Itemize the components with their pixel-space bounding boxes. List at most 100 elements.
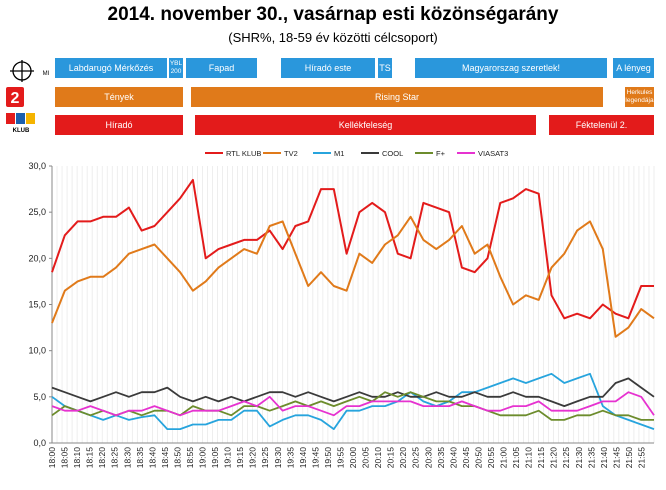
- x-tick-label: 18:40: [147, 447, 157, 469]
- x-tick-label: 18:15: [85, 447, 95, 469]
- x-tick-label: 19:10: [223, 447, 233, 469]
- x-tick-label: 21:15: [536, 447, 546, 469]
- program-label: Híradó este: [304, 63, 352, 73]
- program-label: Kellékfeleség: [338, 120, 393, 130]
- program-label: Fapad: [208, 63, 235, 73]
- legend-label: M1: [334, 149, 344, 158]
- m1-logo-text: MI: [43, 71, 50, 77]
- rtl-logo-text: KLUB: [13, 128, 30, 134]
- schedule-lane-tv2: Tények Rising Star Herkules legendája: [55, 87, 654, 107]
- x-tick-label: 21:50: [624, 447, 634, 469]
- x-tick-label: 20:15: [386, 447, 396, 469]
- y-tick-label: 10,0: [28, 346, 46, 356]
- x-tick-label: 19:45: [310, 447, 320, 469]
- x-tick-label: 20:00: [348, 447, 358, 469]
- x-tick-label: 18:00: [47, 447, 57, 469]
- x-tick-label: 21:05: [511, 447, 521, 469]
- x-tick-label: 20:30: [423, 447, 433, 469]
- rtl-logo: KLUB: [6, 113, 35, 134]
- program-block: Magyarorszag szeretlek!: [415, 58, 607, 78]
- page-subtitle: (SHR%, 18-59 év közötti célcsoport): [228, 30, 438, 45]
- x-tick-label: 21:30: [574, 447, 584, 469]
- x-tick-label: 21:45: [611, 447, 621, 469]
- x-tick-label: 18:05: [60, 447, 70, 469]
- legend-label: TV2: [284, 149, 298, 158]
- x-tick-label: 19:40: [298, 447, 308, 469]
- x-tick-label: 18:50: [172, 447, 182, 469]
- program-block: Fapad: [186, 58, 257, 78]
- x-tick-label: 21:20: [549, 447, 559, 469]
- x-tick-label: 20:40: [448, 447, 458, 469]
- x-tick-label: 21:00: [499, 447, 509, 469]
- series-line-f-: [51, 391, 654, 421]
- x-tick-label: 18:25: [110, 447, 120, 469]
- y-tick-label: 5,0: [33, 392, 46, 402]
- program-block: TS: [378, 58, 392, 78]
- program-label: TS: [379, 63, 391, 73]
- y-tick-label: 30,0: [28, 161, 46, 171]
- program-label: Labdarugó Mérkőzés: [68, 63, 154, 73]
- x-tick-label: 20:35: [436, 447, 446, 469]
- program-label: Féktelenül 2.: [575, 120, 628, 130]
- x-tick-label: 19:35: [285, 447, 295, 469]
- x-tick-label: 18:35: [135, 447, 145, 469]
- legend-label: RTL KLUB: [226, 149, 261, 158]
- x-tick-label: 20:50: [473, 447, 483, 469]
- program-block: Híradó: [55, 115, 183, 135]
- series-line-viasat3: [51, 391, 655, 417]
- program-label: Herkules legendája: [625, 89, 654, 104]
- x-tick-label: 19:00: [198, 447, 208, 469]
- x-tick-label: 19:05: [210, 447, 220, 469]
- series-line-rtl-klub: [51, 178, 654, 320]
- program-block: Féktelenül 2.: [549, 115, 654, 135]
- x-tick-label: 20:25: [411, 447, 421, 469]
- y-tick-label: 20,0: [28, 253, 46, 263]
- program-block: A lényeg: [613, 58, 654, 78]
- legend-label: F+: [436, 149, 446, 158]
- series-line-cool: [51, 377, 655, 408]
- chart-series: [51, 178, 655, 431]
- series-line-tv2: [51, 215, 655, 338]
- x-tick-label: 19:55: [335, 447, 345, 469]
- x-tick-label: 19:15: [235, 447, 245, 469]
- tv2-logo: 2: [6, 87, 24, 107]
- x-tick-label: 19:20: [248, 447, 258, 469]
- x-tick-label: 19:50: [323, 447, 333, 469]
- x-tick-label: 21:35: [586, 447, 596, 469]
- x-tick-label: 21:25: [561, 447, 571, 469]
- program-block: Kellékfeleség: [195, 115, 536, 135]
- program-label: A lényeg: [616, 63, 651, 73]
- program-label: Tények: [104, 92, 134, 102]
- series-line-m1: [51, 372, 655, 431]
- schedule-lane-m1: Labdarugó Mérkőzés YBL 200 Fapad Híradó …: [55, 58, 654, 78]
- x-tick-label: 18:30: [122, 447, 132, 469]
- y-axis: 0,0 5,0 10,0 15,0 20,0 25,0 30,0: [28, 161, 53, 448]
- schedule-lane-rtl: Híradó Kellékfeleség Féktelenül 2.: [55, 115, 654, 135]
- program-block: Híradó este: [281, 58, 375, 78]
- page-title: 2014. november 30., vasárnap esti közöns…: [107, 4, 559, 25]
- program-block: Tények: [55, 87, 183, 107]
- x-tick-label: 20:10: [373, 447, 383, 469]
- x-tick-label: 20:45: [461, 447, 471, 469]
- legend-label: COOL: [382, 149, 403, 158]
- program-block: Herkules legendája: [625, 87, 654, 107]
- y-tick-label: 25,0: [28, 207, 46, 217]
- chart-grid: [51, 166, 655, 443]
- tv2-logo-text: 2: [11, 90, 20, 107]
- program-label: Rising Star: [374, 92, 419, 102]
- program-label: Híradó: [105, 120, 133, 130]
- program-label: Magyarorszag szeretlek!: [461, 63, 561, 73]
- x-tick-label: 18:20: [97, 447, 107, 469]
- legend-label: VIASAT3: [478, 149, 508, 158]
- x-tick-label: 20:05: [361, 447, 371, 469]
- y-tick-label: 0,0: [33, 438, 46, 448]
- x-tick-label: 20:55: [486, 447, 496, 469]
- x-tick-label: 20:20: [398, 447, 408, 469]
- program-block: Rising Star: [191, 87, 603, 107]
- program-block: YBL 200: [169, 58, 183, 78]
- x-tick-label: 18:45: [160, 447, 170, 469]
- x-tick-label: 19:25: [260, 447, 270, 469]
- x-tick-label: 19:30: [273, 447, 283, 469]
- x-tick-label: 18:55: [185, 447, 195, 469]
- program-block: Labdarugó Mérkőzés: [55, 58, 167, 78]
